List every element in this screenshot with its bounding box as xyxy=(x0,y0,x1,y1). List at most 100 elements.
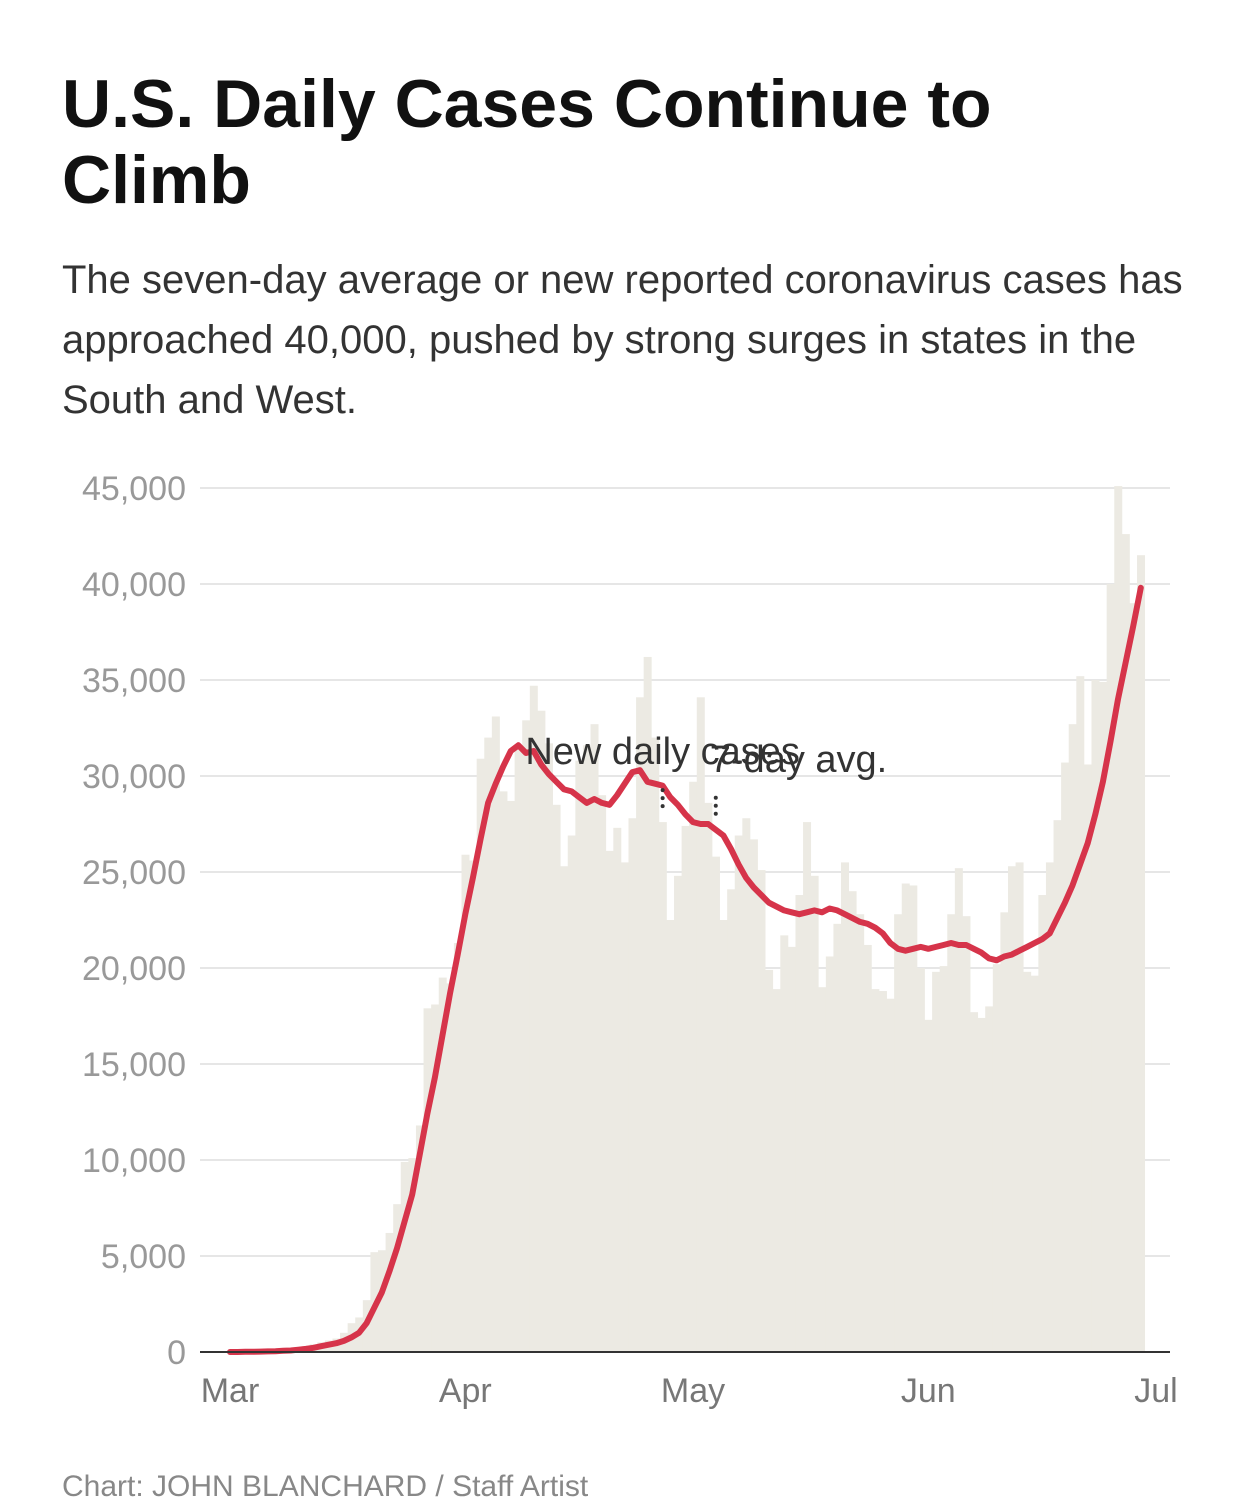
x-tick-label: Jul xyxy=(1134,1372,1177,1410)
y-tick-label: 0 xyxy=(167,1334,186,1372)
annotation-leader-dot xyxy=(661,804,665,808)
daily-case-bar xyxy=(591,724,599,1352)
daily-case-bar xyxy=(758,870,766,1352)
daily-case-bar xyxy=(651,738,659,1352)
daily-case-bar xyxy=(537,711,545,1352)
y-tick-label: 15,000 xyxy=(82,1046,186,1084)
chart-title: U.S. Daily Cases Continue to Climb xyxy=(62,66,1172,218)
daily-case-bar xyxy=(917,968,925,1352)
daily-case-bar xyxy=(1000,912,1008,1352)
daily-case-bar xyxy=(1031,976,1039,1352)
x-tick-label: Apr xyxy=(439,1372,492,1410)
daily-case-bar xyxy=(985,1006,993,1352)
daily-case-bar xyxy=(689,782,697,1352)
x-tick-label: May xyxy=(661,1372,725,1410)
daily-case-bar xyxy=(454,943,462,1352)
y-tick-label: 20,000 xyxy=(82,950,186,988)
annotation-leader-dot xyxy=(714,812,718,816)
daily-case-bar xyxy=(1016,862,1024,1352)
daily-case-bar xyxy=(788,947,796,1352)
chart-credit: Chart: JOHN BLANCHARD / Staff Artist xyxy=(62,1470,1162,1504)
daily-case-bar xyxy=(682,826,690,1352)
x-tick-label: Jun xyxy=(901,1372,956,1410)
y-tick-label: 30,000 xyxy=(82,758,186,796)
daily-case-bar xyxy=(826,956,834,1352)
daily-case-bar xyxy=(1091,680,1099,1352)
daily-case-bar xyxy=(978,1018,986,1352)
daily-case-bar xyxy=(955,868,963,1352)
y-tick-label: 40,000 xyxy=(82,566,186,604)
daily-case-bar xyxy=(925,1020,933,1352)
daily-case-bar xyxy=(553,805,561,1352)
daily-case-bar xyxy=(583,745,591,1352)
daily-case-bar xyxy=(424,1008,432,1352)
y-tick-label: 45,000 xyxy=(82,470,186,508)
daily-case-bar xyxy=(560,866,568,1352)
daily-case-bar xyxy=(833,924,841,1352)
daily-case-bar xyxy=(970,1012,978,1352)
daily-case-bar xyxy=(811,876,819,1352)
daily-case-bar xyxy=(568,836,576,1352)
daily-case-bar xyxy=(1107,584,1115,1352)
daily-case-bar xyxy=(492,716,500,1352)
daily-case-bar xyxy=(795,895,803,1352)
annotation-leader-dot xyxy=(661,796,665,800)
daily-case-bar xyxy=(393,1204,401,1352)
daily-case-bar xyxy=(909,885,917,1352)
daily-case-bar xyxy=(735,836,743,1352)
y-tick-label: 10,000 xyxy=(82,1142,186,1180)
daily-case-bar xyxy=(962,916,970,1352)
annotation-label: 7-day avg. xyxy=(710,739,887,781)
daily-case-bar xyxy=(401,1162,409,1352)
daily-case-bar xyxy=(1137,555,1145,1352)
daily-case-bar xyxy=(1038,895,1046,1352)
daily-case-bar xyxy=(636,697,644,1352)
y-tick-label: 35,000 xyxy=(82,662,186,700)
daily-case-bar xyxy=(613,828,621,1352)
daily-case-bar xyxy=(499,791,507,1352)
daily-case-bar xyxy=(606,851,614,1352)
chart-subtitle: The seven-day average or new reported co… xyxy=(62,250,1192,430)
daily-case-bar xyxy=(666,920,674,1352)
daily-case-bar xyxy=(522,720,530,1352)
daily-case-bar xyxy=(386,1233,394,1352)
daily-case-bar xyxy=(993,964,1001,1352)
daily-case-bar xyxy=(712,857,720,1352)
daily-case-bar xyxy=(765,970,773,1352)
daily-case-bar xyxy=(720,920,728,1352)
daily-case-bar xyxy=(871,989,879,1352)
daily-case-bar xyxy=(469,860,477,1352)
daily-case-bar xyxy=(1069,724,1077,1352)
daily-case-bar xyxy=(1076,676,1084,1352)
y-tick-label: 5,000 xyxy=(101,1238,186,1276)
daily-case-bar xyxy=(628,818,636,1352)
daily-case-bar xyxy=(742,818,750,1352)
daily-case-bar xyxy=(697,697,705,1352)
daily-case-bar xyxy=(1023,972,1031,1352)
daily-case-bar xyxy=(780,935,788,1352)
daily-case-bar xyxy=(659,822,667,1352)
daily-case-bar xyxy=(947,914,955,1352)
daily-case-bar xyxy=(887,999,895,1352)
daily-case-bar xyxy=(932,972,940,1352)
cases-chart: 0 5,000 10,000 15,000 20,000 25,000 30,000 35,0… xyxy=(0,440,1242,1470)
daily-case-bar xyxy=(750,839,758,1352)
daily-case-bar xyxy=(856,914,864,1352)
daily-case-bar xyxy=(879,991,887,1352)
daily-case-bar xyxy=(621,862,629,1352)
daily-case-bar xyxy=(598,795,606,1352)
daily-case-bar xyxy=(894,914,902,1352)
daily-case-bar xyxy=(1061,763,1069,1352)
daily-case-bar xyxy=(674,876,682,1352)
annotation-leader-dot xyxy=(714,796,718,800)
y-tick-label: 25,000 xyxy=(82,854,186,892)
daily-case-bar xyxy=(902,884,910,1352)
daily-case-bar xyxy=(1008,866,1016,1352)
daily-case-bar xyxy=(704,803,712,1352)
daily-case-bar xyxy=(1114,486,1122,1352)
daily-case-bar xyxy=(515,747,523,1352)
daily-case-bar xyxy=(507,801,515,1352)
daily-case-bar xyxy=(530,686,538,1352)
annotation-leader-dot xyxy=(714,804,718,808)
